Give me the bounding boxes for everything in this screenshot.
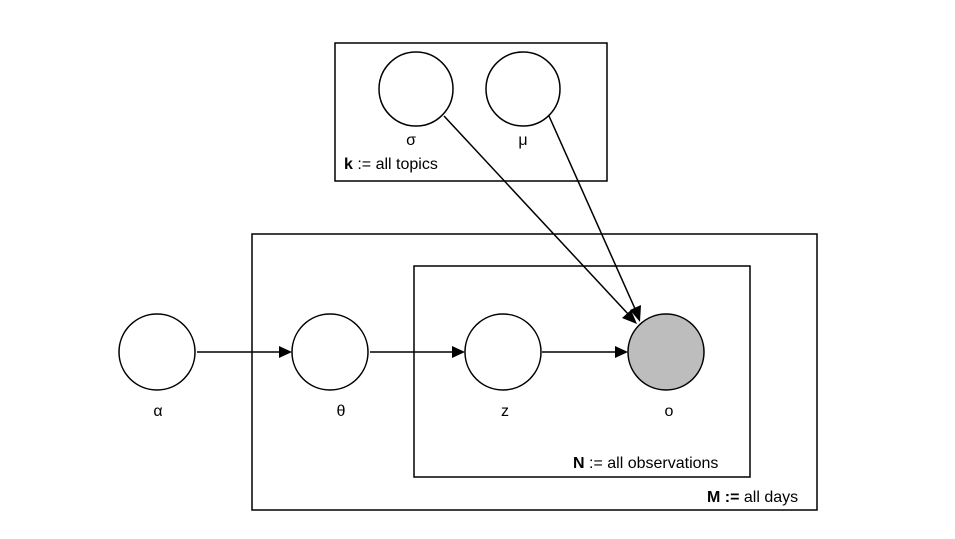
topics-plate bbox=[334, 42, 608, 182]
alpha-node bbox=[118, 313, 196, 391]
observations-plate bbox=[413, 265, 751, 478]
observations-plate-text: := all observations bbox=[585, 455, 719, 472]
z-label: z bbox=[501, 403, 509, 420]
arrowhead-theta-z bbox=[452, 346, 465, 358]
days-plate-text: all days bbox=[739, 489, 798, 506]
arrowhead-alpha-theta bbox=[279, 346, 292, 358]
days-plate-letter: M := bbox=[707, 489, 739, 506]
sigma-node bbox=[378, 51, 454, 127]
alpha-label: α bbox=[153, 403, 162, 420]
days-plate bbox=[251, 233, 818, 511]
observations-plate-letter: N bbox=[573, 455, 585, 472]
z-node bbox=[464, 313, 542, 391]
edge-mu-o bbox=[548, 115, 637, 312]
arrowhead-z-o bbox=[615, 346, 628, 358]
arrowhead-mu-o bbox=[630, 305, 641, 322]
o-label: o bbox=[665, 403, 674, 420]
topics-plate-label: k := all topics bbox=[344, 156, 438, 173]
topics-plate-letter: k bbox=[344, 156, 353, 173]
mu-label: μ bbox=[518, 132, 527, 149]
theta-label: θ bbox=[337, 403, 346, 420]
observations-plate-label: N := all observations bbox=[573, 455, 718, 472]
sigma-label: σ bbox=[406, 132, 416, 149]
theta-node bbox=[291, 313, 369, 391]
mu-node bbox=[485, 51, 561, 127]
topics-plate-text: := all topics bbox=[353, 156, 438, 173]
days-plate-label: M := all days bbox=[707, 489, 798, 506]
edge-sigma-o bbox=[443, 115, 630, 316]
o-observed-node bbox=[627, 313, 705, 391]
arrowhead-sigma-o bbox=[622, 310, 637, 324]
